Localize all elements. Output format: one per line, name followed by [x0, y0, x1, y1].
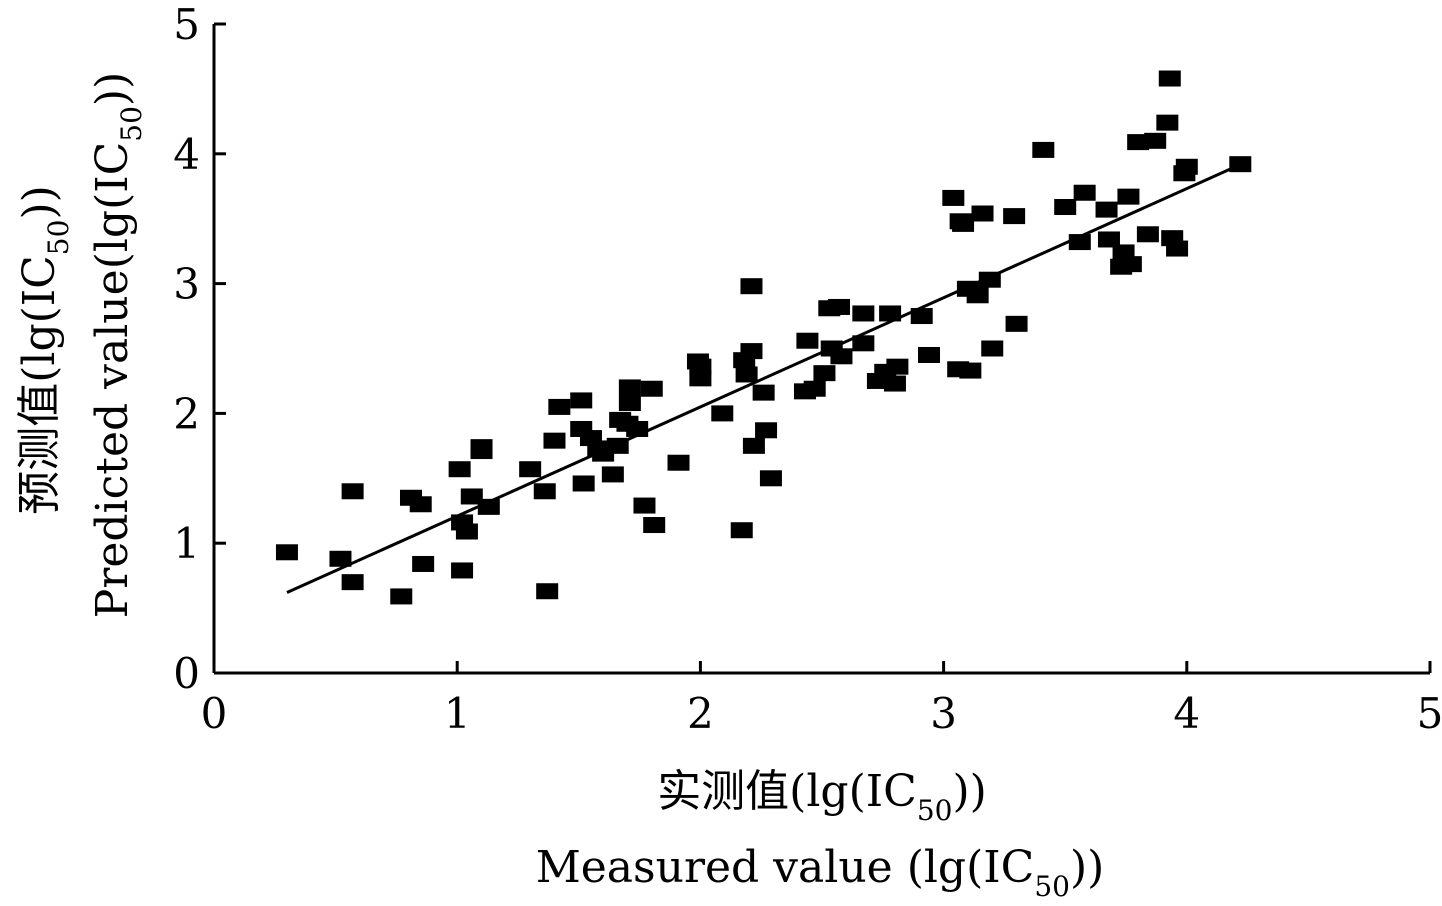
data-point [448, 461, 471, 478]
data-point [1127, 134, 1150, 151]
data-point [1054, 199, 1077, 216]
data-point [536, 583, 559, 600]
data-point [519, 461, 542, 478]
data-point [1005, 315, 1028, 332]
data-point [633, 497, 656, 514]
data-point [981, 340, 1004, 357]
data-point [1095, 201, 1118, 218]
fit-line-group [286, 165, 1237, 594]
data-point [886, 358, 909, 375]
y-tick-label: 4 [173, 130, 200, 179]
data-point [966, 287, 989, 304]
data-point [548, 398, 571, 415]
data-point [1073, 184, 1096, 201]
data-point [533, 483, 556, 500]
y-axis-title-cn: 预测值(lg(IC50)) [14, 185, 75, 515]
x-tick-label: 2 [687, 689, 714, 738]
x-tick-label: 0 [201, 689, 228, 738]
y-tick-label: 3 [173, 260, 200, 309]
data-point [341, 483, 364, 500]
data-point [942, 189, 965, 206]
data-point [1032, 141, 1055, 158]
data-point [451, 562, 474, 579]
data-point [755, 422, 778, 439]
data-point [470, 439, 493, 456]
data-point [275, 544, 298, 561]
y-tick-label: 0 [173, 649, 200, 698]
data-point [1175, 158, 1198, 175]
data-point [572, 475, 595, 492]
data-point [918, 346, 941, 363]
y-tick-label: 1 [173, 519, 200, 568]
data-point [830, 348, 853, 365]
data-point [409, 496, 432, 513]
data-point [1156, 114, 1179, 131]
data-point [803, 380, 826, 397]
x-tick-label: 4 [1173, 689, 1200, 738]
data-point [640, 380, 663, 397]
data-point [1097, 231, 1120, 248]
data-point [813, 365, 836, 382]
data-point [1166, 240, 1189, 257]
data-point [883, 375, 906, 392]
x-tick-label: 1 [444, 689, 471, 738]
data-point [852, 335, 875, 352]
data-point [730, 522, 753, 539]
data-point [570, 392, 593, 409]
y-tick-label: 5 [173, 0, 200, 49]
data-point [455, 523, 478, 540]
data-point [643, 517, 666, 534]
data-point [828, 298, 851, 315]
data-point [711, 405, 734, 422]
data-point [618, 379, 641, 396]
data-point [1003, 208, 1026, 225]
data-point [329, 550, 352, 567]
y-tick-label: 2 [173, 389, 200, 438]
data-point [971, 205, 994, 222]
data-point [341, 574, 364, 591]
data-point [618, 395, 641, 412]
data-points [275, 70, 1252, 605]
data-point [735, 366, 758, 383]
x-tick-label: 3 [930, 689, 957, 738]
data-point [796, 332, 819, 349]
data-point [959, 362, 982, 379]
y-axis-title-en: Predicted value(lg(IC50)) [87, 72, 148, 619]
data-point [1144, 132, 1167, 149]
data-point [952, 215, 975, 232]
data-point [460, 488, 483, 505]
x-tick-label: 5 [1417, 689, 1442, 738]
data-point [667, 454, 690, 471]
data-point [759, 470, 782, 487]
x-axis-title-en: Measured value (lg(IC50)) [536, 842, 1105, 901]
data-point [390, 588, 413, 605]
data-point [1119, 256, 1142, 273]
data-point [601, 466, 624, 483]
x-axis-title-cn: 实测值(lg(IC50)) [657, 766, 987, 827]
axes: 0 1 2 3 4 5 0 1 2 3 4 5 [173, 0, 1442, 738]
data-point [752, 384, 775, 401]
regression-line [286, 165, 1237, 594]
data-point [1117, 188, 1140, 205]
data-point [1158, 70, 1181, 87]
data-point [412, 555, 435, 572]
data-point [742, 437, 765, 454]
data-point [879, 305, 902, 322]
data-point [1229, 156, 1252, 173]
data-point [740, 343, 763, 360]
data-point [740, 278, 763, 295]
data-point [852, 305, 875, 322]
data-point [543, 432, 566, 449]
data-point [689, 370, 712, 387]
data-point [1136, 226, 1159, 243]
data-point [910, 308, 933, 325]
